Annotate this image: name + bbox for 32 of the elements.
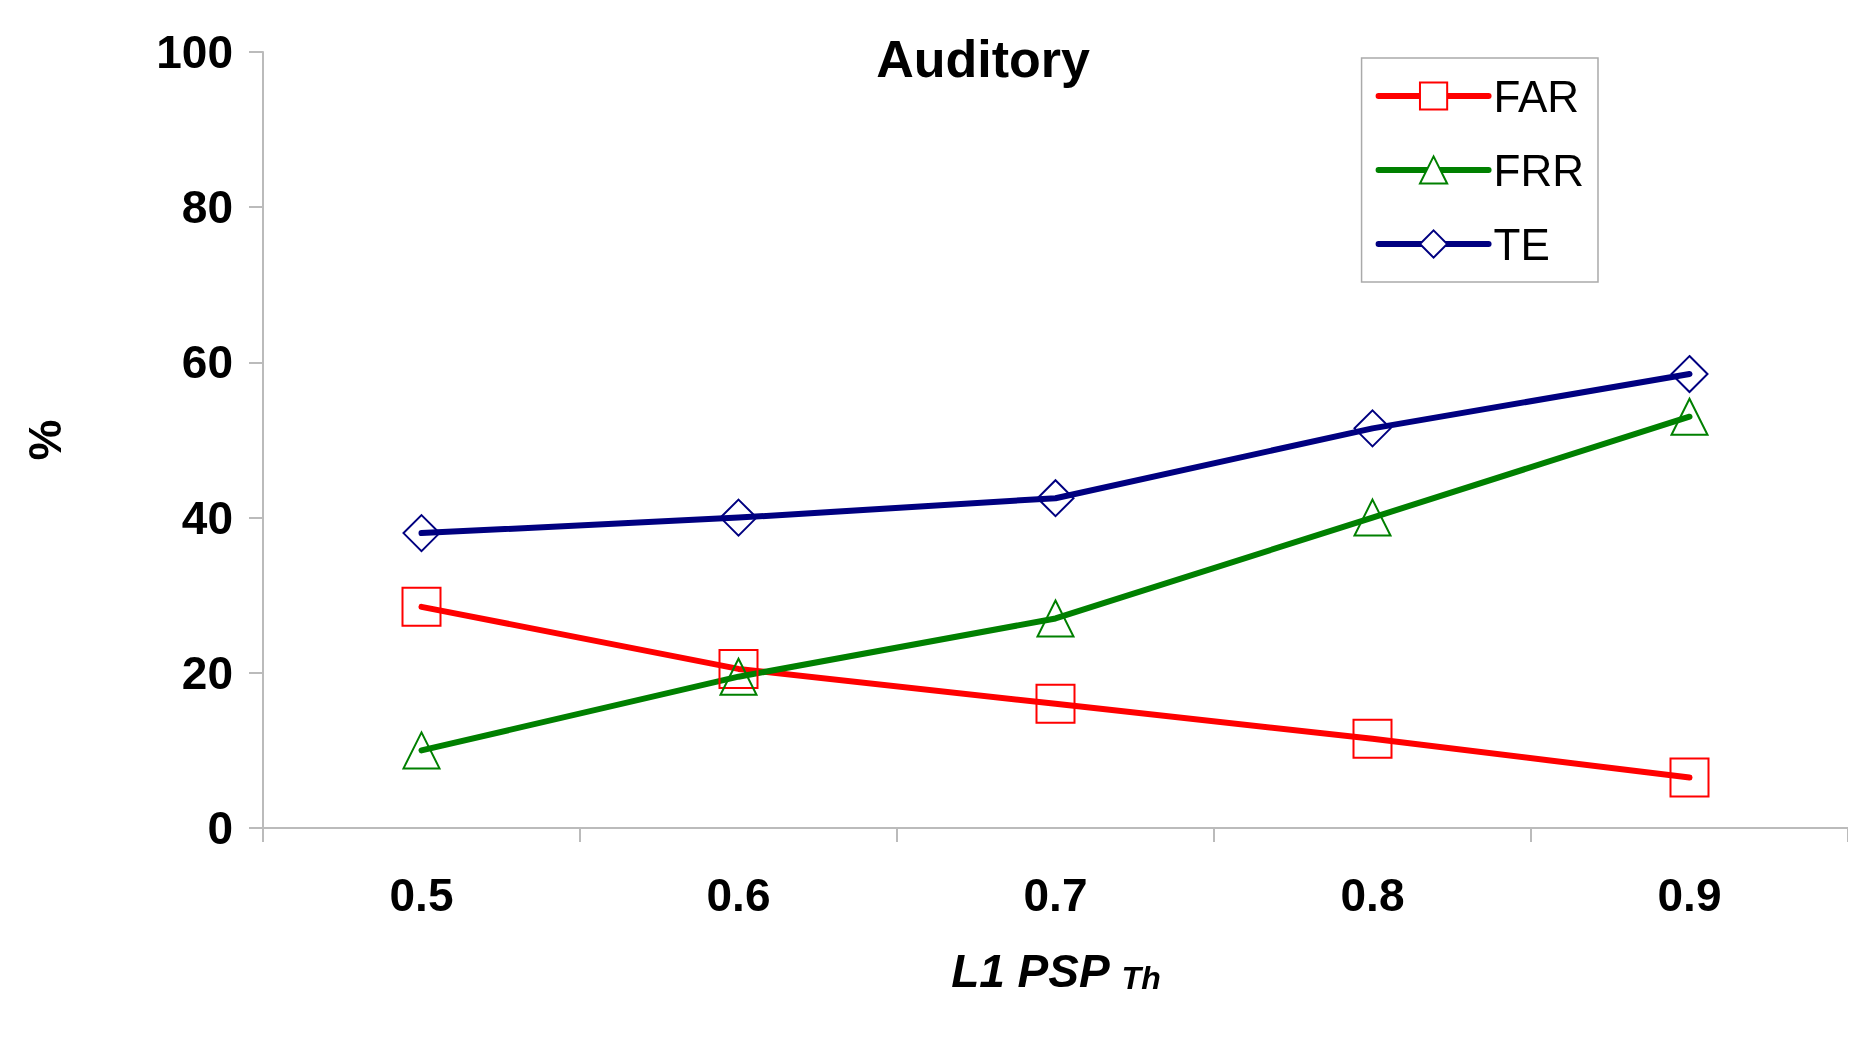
x-axis-title: L1 PSP Th — [951, 945, 1161, 997]
point — [402, 514, 441, 553]
point — [1669, 757, 1710, 798]
x-tick-label: 0.5 — [389, 869, 454, 921]
chart-title: Auditory — [876, 30, 1090, 88]
point — [1036, 599, 1075, 638]
x-tick-label: 0.8 — [1340, 869, 1405, 921]
point — [1670, 355, 1709, 394]
point — [718, 648, 759, 689]
y-tick-label: 100 — [156, 26, 233, 78]
point — [1036, 479, 1075, 518]
point — [719, 657, 758, 696]
x-tick-label: 0.7 — [1023, 869, 1088, 921]
x-tick-label: 0.9 — [1657, 869, 1722, 921]
x-tick-label: 0.6 — [706, 869, 771, 921]
legend-label: FRR — [1493, 145, 1585, 195]
point — [1353, 498, 1392, 537]
point — [1670, 397, 1709, 436]
point — [1352, 718, 1393, 759]
point — [719, 498, 758, 537]
point — [401, 586, 442, 627]
y-tick-label: 80 — [181, 181, 233, 234]
point — [1353, 409, 1392, 448]
y-tick-label: 20 — [181, 646, 233, 699]
y-tick-label: 0 — [207, 802, 233, 854]
point — [402, 731, 441, 770]
y-tick-label: 40 — [181, 491, 233, 544]
y-tick-label: 60 — [181, 336, 233, 389]
legend-label: FAR — [1493, 71, 1580, 121]
y-axis-title: % — [19, 419, 71, 461]
point — [1035, 683, 1076, 724]
legend-label: TE — [1493, 219, 1550, 269]
